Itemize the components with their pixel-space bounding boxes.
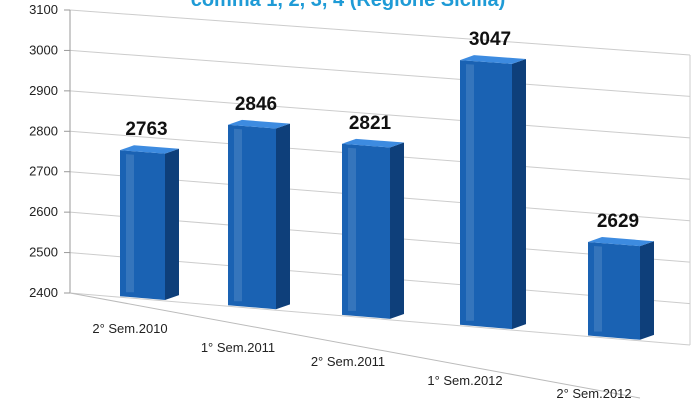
- x-category-label: 1° Sem.2012: [427, 373, 502, 388]
- bar-sheen: [126, 154, 134, 293]
- x-category-label: 2° Sem.2011: [311, 354, 385, 369]
- gridline: [69, 9, 691, 56]
- bar-front: [460, 60, 512, 330]
- data-label: 2629: [597, 211, 639, 232]
- data-labels: 2763 2846 2821 3047 2629: [125, 29, 639, 232]
- category-labels: 2° Sem.2010 1° Sem.2011 2° Sem.2011 1° Sem.…: [92, 321, 631, 401]
- data-label: 2846: [235, 94, 277, 115]
- y-tick-label: 2400: [29, 285, 58, 300]
- bar-side: [640, 241, 654, 340]
- gridline: [69, 90, 691, 139]
- y-tick-label: 2600: [29, 204, 58, 219]
- bar-side: [512, 58, 526, 330]
- bar-2: [228, 119, 290, 310]
- bar-front: [228, 124, 276, 310]
- y-tick-label: 2500: [29, 245, 58, 260]
- y-tick-label: 3100: [29, 2, 58, 17]
- bar-side: [390, 142, 404, 319]
- data-label: 2821: [349, 113, 392, 134]
- bar-sheen: [594, 245, 602, 332]
- x-category-label: 1° Sem.2011: [201, 340, 275, 355]
- bar-side: [276, 123, 290, 310]
- bar-top: [228, 119, 290, 129]
- bar-front: [120, 150, 165, 300]
- bar-side: [165, 148, 179, 300]
- x-category-label: 2° Sem.2012: [556, 386, 631, 401]
- bar-top: [342, 138, 404, 148]
- x-axis-line: [69, 292, 641, 399]
- y-tick-label: 2700: [29, 164, 58, 179]
- y-axis-ticks: 2400 2500 2600 2700 2800 2900 3000 3100: [29, 2, 58, 300]
- bar-sheen: [466, 64, 474, 321]
- bar-sheen: [348, 147, 356, 311]
- y-tick-label: 2800: [29, 123, 58, 138]
- chart-title: comma 1, 2, 3, 4 (Regione Sicilia): [191, 0, 506, 11]
- bar-top: [588, 237, 654, 247]
- y-tick-label: 3000: [29, 42, 58, 57]
- bar-top: [120, 145, 179, 154]
- bar-sheen: [234, 128, 242, 302]
- bar-front: [588, 241, 640, 340]
- gridline: [69, 49, 691, 97]
- bar-3: [342, 138, 404, 319]
- axes: [69, 10, 691, 399]
- bar-1: [120, 145, 179, 300]
- gridline: [69, 292, 691, 346]
- bar-top: [460, 55, 526, 64]
- data-label: 3047: [469, 29, 511, 50]
- data-label: 2763: [125, 119, 167, 140]
- x-category-label: 2° Sem.2010: [92, 321, 167, 336]
- bar-front: [342, 143, 390, 319]
- bar-5: [588, 237, 654, 340]
- y-tick-label: 2900: [29, 83, 58, 98]
- bar-4: [460, 55, 526, 330]
- bars: [120, 55, 654, 340]
